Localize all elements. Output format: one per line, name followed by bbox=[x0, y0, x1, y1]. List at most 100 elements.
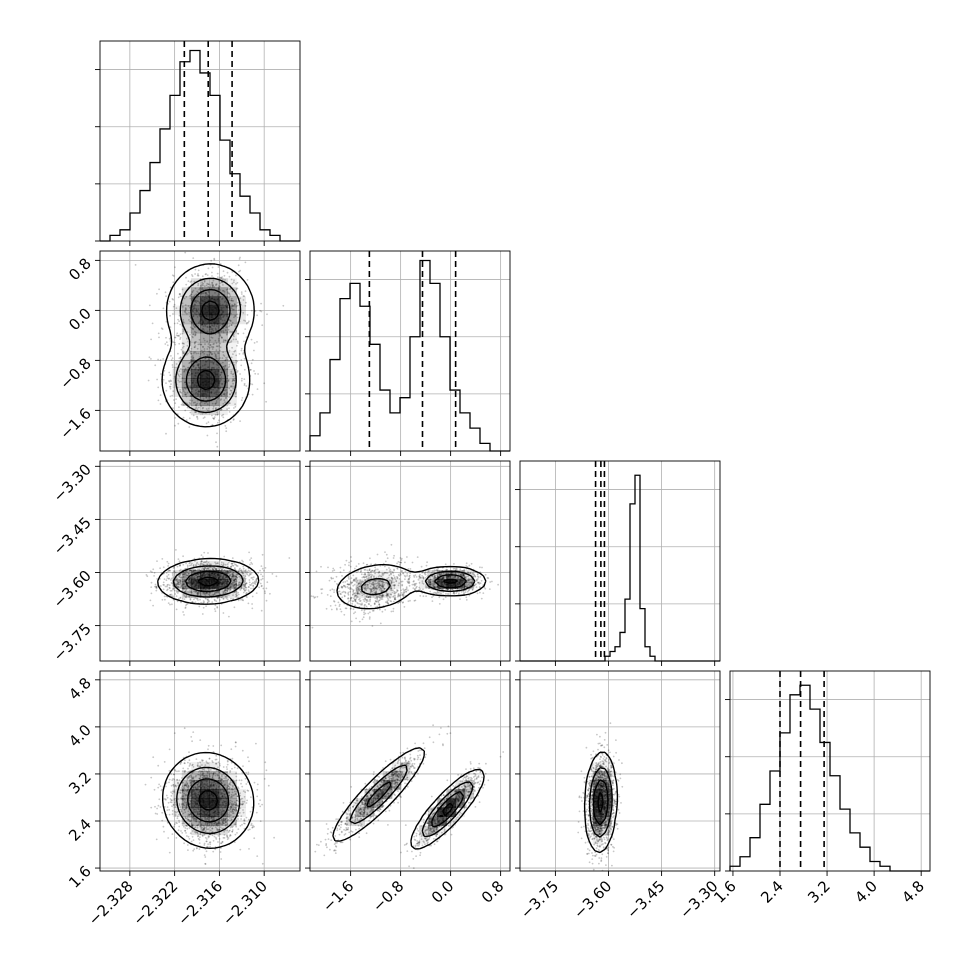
scatter-point-2-1 bbox=[391, 581, 393, 583]
scatter-point-2-1 bbox=[386, 594, 389, 597]
scatter-point-1-0 bbox=[250, 338, 253, 341]
scatter-point-1-0 bbox=[217, 419, 220, 422]
scatter-point-1-0 bbox=[224, 339, 227, 342]
scatter-point-2-0 bbox=[232, 584, 235, 587]
scatter-point-2-1 bbox=[349, 565, 352, 568]
scatter-point-2-1 bbox=[341, 575, 343, 577]
scatter-point-2-1 bbox=[338, 603, 341, 606]
scatter-point-2-0 bbox=[244, 590, 246, 592]
scatter-point-2-0 bbox=[230, 565, 233, 568]
scatter-point-1-0 bbox=[178, 357, 181, 360]
scatter-point-2-1 bbox=[344, 592, 347, 594]
scatter-point-2-1 bbox=[379, 580, 381, 583]
scatter-point-1-0 bbox=[222, 413, 225, 416]
scatter-point-1-0 bbox=[183, 386, 186, 389]
scatter-point-2-0 bbox=[183, 598, 186, 600]
scatter-point-1-0 bbox=[174, 424, 176, 427]
scatter-point-1-0 bbox=[226, 367, 229, 370]
scatter-point-1-0 bbox=[165, 389, 168, 392]
scatter-point-2-1 bbox=[447, 575, 450, 578]
scatter-point-1-0 bbox=[189, 395, 192, 398]
scatter-point-2-0 bbox=[235, 582, 238, 585]
scatter-point-2-1 bbox=[476, 578, 479, 580]
scatter-point-2-1 bbox=[452, 567, 455, 570]
scatter-point-2-0 bbox=[250, 572, 253, 574]
scatter-point-2-0 bbox=[255, 577, 258, 580]
scatter-point-1-0 bbox=[219, 349, 221, 352]
scatter-point-1-0 bbox=[194, 287, 197, 290]
scatter-point-2-1 bbox=[339, 608, 342, 611]
scatter-point-1-0 bbox=[244, 290, 247, 293]
scatter-point-1-0 bbox=[234, 377, 236, 380]
scatter-point-1-0 bbox=[236, 370, 239, 372]
scatter-point-1-0 bbox=[189, 399, 192, 402]
scatter-point-2-0 bbox=[201, 568, 203, 571]
scatter-point-2-1 bbox=[390, 587, 393, 590]
scatter-point-1-0 bbox=[187, 374, 190, 377]
scatter-point-2-1 bbox=[379, 586, 382, 589]
scatter-point-2-1 bbox=[390, 587, 393, 590]
scatter-point-1-0 bbox=[214, 402, 217, 405]
scatter-point-1-0 bbox=[230, 324, 233, 326]
scatter-point-2-0 bbox=[214, 604, 217, 607]
scatter-point-1-0 bbox=[157, 399, 160, 402]
scatter-point-2-1 bbox=[447, 588, 449, 591]
scatter-point-1-0 bbox=[211, 284, 214, 287]
scatter-point-2-1 bbox=[386, 601, 388, 604]
scatter-point-2-1 bbox=[357, 587, 359, 589]
scatter-point-1-0 bbox=[217, 337, 220, 340]
scatter-point-2-0 bbox=[227, 580, 230, 583]
scatter-point-2-0 bbox=[189, 568, 192, 571]
scatter-point-2-0 bbox=[244, 571, 247, 573]
scatter-point-2-1 bbox=[449, 575, 451, 578]
scatter-point-2-1 bbox=[422, 583, 425, 585]
scatter-point-2-1 bbox=[396, 590, 399, 592]
scatter-point-2-1 bbox=[385, 594, 388, 597]
scatter-point-2-1 bbox=[432, 580, 435, 583]
scatter-point-2-1 bbox=[477, 576, 480, 579]
density-cell-1-0 bbox=[190, 323, 201, 334]
scatter-point-2-0 bbox=[234, 591, 236, 593]
scatter-point-2-1 bbox=[453, 591, 455, 594]
contour-2-0-2 bbox=[172, 565, 244, 598]
scatter-point-1-0 bbox=[216, 352, 219, 354]
scatter-point-2-0 bbox=[245, 586, 248, 589]
scatter-point-2-0 bbox=[247, 571, 249, 574]
scatter-point-2-1 bbox=[381, 586, 384, 589]
scatter-point-2-1 bbox=[354, 599, 356, 602]
scatter-point-1-0 bbox=[181, 302, 184, 305]
scatter-point-2-1 bbox=[467, 583, 470, 586]
scatter-point-1-0 bbox=[156, 292, 158, 295]
scatter-point-1-0 bbox=[226, 331, 229, 334]
scatter-point-2-0 bbox=[175, 591, 178, 593]
scatter-point-2-0 bbox=[182, 583, 185, 586]
scatter-point-2-0 bbox=[167, 565, 169, 567]
scatter-point-2-1 bbox=[358, 581, 361, 583]
scatter-point-2-0 bbox=[223, 590, 226, 593]
scatter-point-2-1 bbox=[369, 557, 371, 560]
scatter-point-1-0 bbox=[190, 356, 193, 358]
scatter-point-2-0 bbox=[209, 588, 212, 591]
scatter-point-2-0 bbox=[237, 599, 240, 602]
scatter-point-1-0 bbox=[211, 283, 214, 286]
scatter-point-1-0 bbox=[239, 269, 242, 272]
scatter-point-1-0 bbox=[179, 323, 182, 326]
scatter-point-2-0 bbox=[240, 587, 243, 590]
scatter-point-1-0 bbox=[228, 296, 230, 299]
scatter-point-2-0 bbox=[195, 564, 198, 567]
scatter-point-2-1 bbox=[370, 590, 372, 593]
density-cell-2-0 bbox=[227, 588, 237, 598]
scatter-point-2-1 bbox=[476, 579, 478, 582]
scatter-point-2-0 bbox=[238, 584, 241, 586]
scatter-point-2-0 bbox=[200, 560, 203, 563]
scatter-point-2-0 bbox=[183, 588, 185, 590]
scatter-point-1-0 bbox=[226, 408, 228, 410]
scatter-point-2-1 bbox=[394, 596, 397, 599]
scatter-point-1-0 bbox=[211, 402, 214, 405]
scatter-point-2-0 bbox=[219, 567, 222, 570]
scatter-point-2-0 bbox=[178, 583, 181, 586]
scatter-point-1-0 bbox=[215, 441, 217, 444]
scatter-point-1-0 bbox=[198, 343, 201, 346]
scatter-point-1-0 bbox=[200, 343, 203, 346]
density-cell-1-0 bbox=[236, 314, 246, 325]
